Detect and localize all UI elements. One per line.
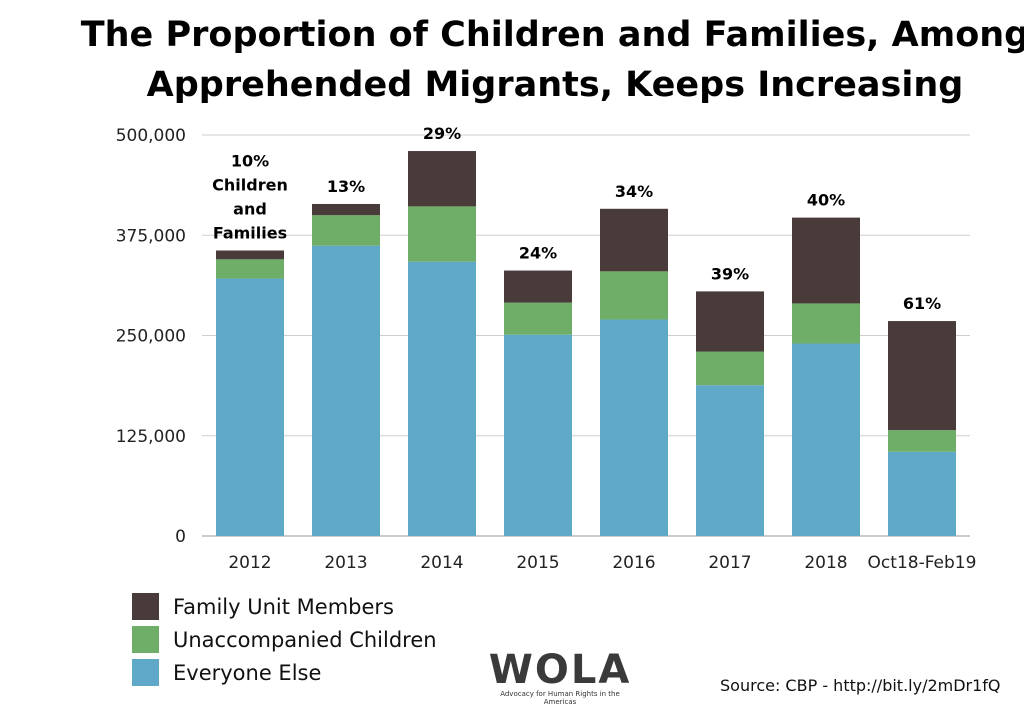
bar-segment-unaccompanied bbox=[408, 206, 476, 262]
bar-segment-unaccompanied bbox=[312, 215, 380, 246]
y-tick-label: 500,000 bbox=[116, 126, 186, 146]
bar-segment-everyone-else bbox=[504, 334, 572, 536]
percent-caption-line: Families bbox=[213, 223, 287, 242]
bar-segment-family bbox=[696, 291, 764, 352]
legend-swatch-everyone-else bbox=[132, 659, 159, 686]
bar-segment-unaccompanied bbox=[504, 302, 572, 335]
percent-label: 29% bbox=[423, 124, 461, 143]
bar-segment-family bbox=[312, 203, 380, 216]
legend-label-everyone-else: Everyone Else bbox=[173, 660, 322, 685]
logo-tagline: Advocacy for Human Rights in the America… bbox=[500, 690, 620, 706]
x-tick-label: 2018 bbox=[804, 553, 847, 573]
y-tick-label: 375,000 bbox=[116, 226, 186, 246]
percent-caption-line: Children bbox=[212, 175, 288, 194]
bar-segment-unaccompanied bbox=[600, 271, 668, 320]
bar-segment-unaccompanied bbox=[696, 351, 764, 386]
percent-label: 61% bbox=[903, 294, 941, 313]
legend-swatch-unaccompanied bbox=[132, 626, 159, 653]
source-note: Source: CBP - http://bit.ly/2mDr1fQ bbox=[720, 676, 1001, 695]
percent-label: 40% bbox=[807, 191, 845, 210]
legend-item-unaccompanied: Unaccompanied Children bbox=[132, 623, 437, 656]
logo-wordmark: WOLA bbox=[488, 647, 632, 693]
bars bbox=[216, 151, 956, 536]
bar-segment-everyone-else bbox=[312, 245, 380, 536]
bar-segment-family bbox=[408, 151, 476, 207]
bar-segment-family bbox=[888, 321, 956, 431]
percent-label: 10% Children and Families bbox=[212, 151, 288, 242]
x-axis-ticks: 2012 2013 2014 2015 2016 2017 2018 Oct18-Feb19 bbox=[228, 553, 976, 573]
legend-label-unaccompanied: Unaccompanied Children bbox=[173, 627, 437, 652]
legend-label-family: Family Unit Members bbox=[173, 594, 394, 619]
x-tick-label: 2015 bbox=[516, 553, 559, 573]
bar-segment-everyone-else bbox=[792, 343, 860, 536]
y-axis-ticks: 0 125,000 250,000 375,000 500,000 bbox=[116, 126, 186, 547]
bar-segment-unaccompanied bbox=[792, 303, 860, 344]
percent-label: 24% bbox=[519, 244, 557, 263]
bar-segment-everyone-else bbox=[216, 278, 284, 536]
x-tick-label: 2013 bbox=[324, 553, 367, 573]
x-tick-label: 2017 bbox=[708, 553, 751, 573]
legend: Family Unit Members Unaccompanied Childr… bbox=[132, 590, 437, 689]
bar-segment-everyone-else bbox=[888, 451, 956, 536]
percent-value: 10% bbox=[231, 151, 269, 170]
y-tick-label: 125,000 bbox=[116, 427, 186, 447]
percent-label: 34% bbox=[615, 182, 653, 201]
x-tick-label: Oct18-Feb19 bbox=[868, 553, 977, 573]
bar-segment-everyone-else bbox=[600, 319, 668, 536]
bar-segment-family bbox=[504, 270, 572, 303]
percent-label: 13% bbox=[327, 177, 365, 196]
percent-labels: 10% Children and Families 13% 29% 24% 34% 39% 40%… bbox=[212, 124, 941, 313]
bar-segment-unaccompanied bbox=[216, 259, 284, 279]
y-tick-label: 250,000 bbox=[116, 327, 186, 347]
bar-segment-everyone-else bbox=[696, 385, 764, 536]
wola-logo: WOLA Advocacy for Human Rights in the Am… bbox=[485, 650, 635, 706]
x-tick-label: 2016 bbox=[612, 553, 655, 573]
y-tick-label: 0 bbox=[175, 527, 186, 547]
bar-segment-family bbox=[216, 250, 284, 260]
bar-segment-family bbox=[600, 208, 668, 272]
x-tick-label: 2014 bbox=[420, 553, 463, 573]
legend-item-everyone-else: Everyone Else bbox=[132, 656, 437, 689]
percent-label: 39% bbox=[711, 264, 749, 283]
bar-segment-everyone-else bbox=[408, 261, 476, 536]
percent-caption-line: and bbox=[233, 199, 267, 218]
legend-swatch-family bbox=[132, 593, 159, 620]
bar-segment-unaccompanied bbox=[888, 430, 956, 452]
bar-segment-family bbox=[792, 217, 860, 304]
chart-title: The Proportion of Children and Families,… bbox=[80, 15, 1024, 105]
legend-item-family: Family Unit Members bbox=[132, 590, 437, 623]
x-tick-label: 2012 bbox=[228, 553, 271, 573]
